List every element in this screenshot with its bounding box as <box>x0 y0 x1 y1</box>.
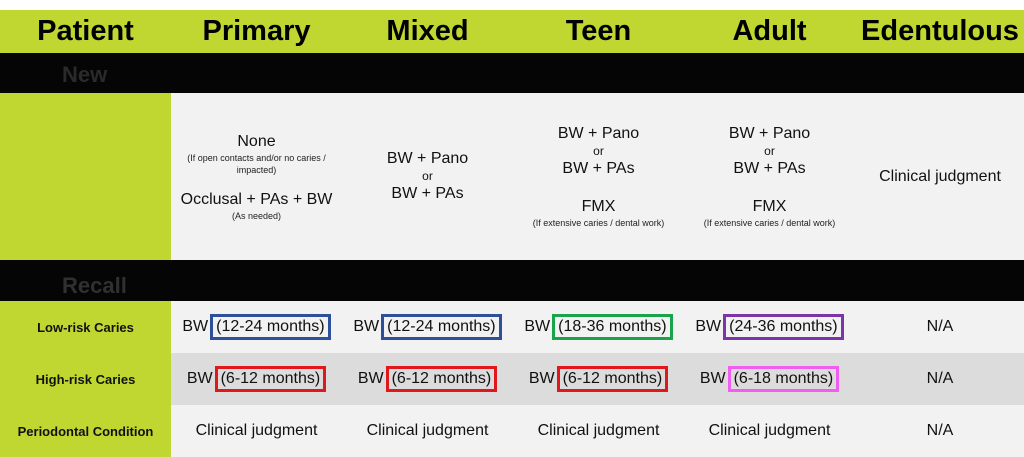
interval-box: (6-12 months) <box>214 366 327 392</box>
new-adult-line1: BW + Pano <box>728 125 811 142</box>
bw-label: BW <box>353 318 380 335</box>
new-teen-line3: FMX <box>581 198 616 215</box>
new-section-label: New <box>62 62 108 87</box>
bw-label: BW <box>182 318 209 335</box>
recall-section-label: Recall <box>62 273 127 298</box>
low-risk-primary-cell: BW (12-24 months) <box>171 301 342 353</box>
new-patient-row: None (If open contacts and/or no caries … <box>0 93 1024 260</box>
interval-box: (6-12 months) <box>556 366 669 392</box>
bw-label: BW <box>186 370 213 387</box>
low-risk-teen-cell: BW (18-36 months) <box>513 301 684 353</box>
periodontal-row: Periodontal Condition Clinical judgment … <box>0 405 1024 457</box>
new-teen-line2: BW + PAs <box>562 160 635 177</box>
interval-box: (18-36 months) <box>552 314 673 340</box>
new-edentulous-cell: Clinical judgment <box>855 93 1024 260</box>
header-primary: Primary <box>202 15 311 47</box>
bw-label: BW <box>357 370 384 387</box>
low-risk-adult-cell: BW (24-36 months) <box>684 301 855 353</box>
new-adult-note: (If extensive caries / dental work) <box>703 218 836 228</box>
new-teen-line1: BW + Pano <box>557 125 640 142</box>
new-mixed-line1: BW + Pano <box>386 150 469 167</box>
header-adult: Adult <box>732 15 807 47</box>
interval-box: (12-24 months) <box>210 314 331 340</box>
new-adult-or: or <box>764 144 775 158</box>
new-primary-note1: (If open contacts and/or no caries / imp… <box>187 152 326 175</box>
interval-box: (6-12 months) <box>385 366 498 392</box>
low-risk-mixed-cell: BW (12-24 months) <box>342 301 513 353</box>
periodontal-label: Periodontal Condition <box>0 405 171 457</box>
periodontal-teen-cell: Clinical judgment <box>513 405 684 457</box>
new-mixed-line2: BW + PAs <box>391 185 464 202</box>
high-risk-primary-cell: BW (6-12 months) <box>171 353 342 405</box>
high-risk-adult-cell: BW (6-18 months) <box>684 353 855 405</box>
header-patient: Patient <box>37 15 134 47</box>
new-adult-line3: FMX <box>752 198 787 215</box>
new-section-band: New <box>0 53 1024 93</box>
new-edentulous-text: Clinical judgment <box>879 167 1001 185</box>
header-edentulous: Edentulous <box>861 15 1019 47</box>
new-primary-line1: None <box>237 132 276 150</box>
periodontal-adult-cell: Clinical judgment <box>684 405 855 457</box>
new-mixed-cell: BW + Pano or BW + PAs <box>342 93 513 260</box>
periodontal-mixed-cell: Clinical judgment <box>342 405 513 457</box>
high-risk-mixed-cell: BW (6-12 months) <box>342 353 513 405</box>
recall-section-band: Recall <box>0 260 1024 301</box>
header-teen: Teen <box>565 15 632 47</box>
new-primary-line2: Occlusal + PAs + BW <box>180 190 333 208</box>
new-adult-cell: BW + Pano or BW + PAs FMX (If extensive … <box>684 93 855 260</box>
bw-label: BW <box>528 370 555 387</box>
high-risk-teen-cell: BW (6-12 months) <box>513 353 684 405</box>
high-risk-edentulous-cell: N/A <box>855 353 1024 405</box>
high-risk-row: High-risk Caries BW (6-12 months) BW (6-12… <box>0 353 1024 405</box>
new-primary-note2: (As needed) <box>231 210 282 221</box>
new-teen-cell: BW + Pano or BW + PAs FMX (If extensive … <box>513 93 684 260</box>
low-risk-label: Low-risk Caries <box>0 301 171 353</box>
new-teen-or: or <box>593 144 604 158</box>
new-adult-line2: BW + PAs <box>733 160 806 177</box>
periodontal-primary-cell: Clinical judgment <box>171 405 342 457</box>
bw-label: BW <box>695 318 722 335</box>
high-risk-label: High-risk Caries <box>0 353 171 405</box>
new-row-side-cell <box>0 93 171 260</box>
interval-box: (12-24 months) <box>381 314 502 340</box>
header-mixed: Mixed <box>386 15 469 47</box>
periodontal-edentulous-cell: N/A <box>855 405 1024 457</box>
bw-label: BW <box>699 370 726 387</box>
interval-box: (6-18 months) <box>727 366 840 392</box>
header-row: Patient Primary Mixed Teen Adult Edentul… <box>0 10 1024 53</box>
low-risk-row: Low-risk Caries BW (12-24 months) BW (12-2… <box>0 301 1024 353</box>
new-mixed-or: or <box>422 169 433 183</box>
interval-box: (24-36 months) <box>723 314 844 340</box>
low-risk-edentulous-cell: N/A <box>855 301 1024 353</box>
bw-label: BW <box>524 318 551 335</box>
new-primary-cell: None (If open contacts and/or no caries … <box>171 93 342 260</box>
new-teen-note: (If extensive caries / dental work) <box>532 218 665 228</box>
